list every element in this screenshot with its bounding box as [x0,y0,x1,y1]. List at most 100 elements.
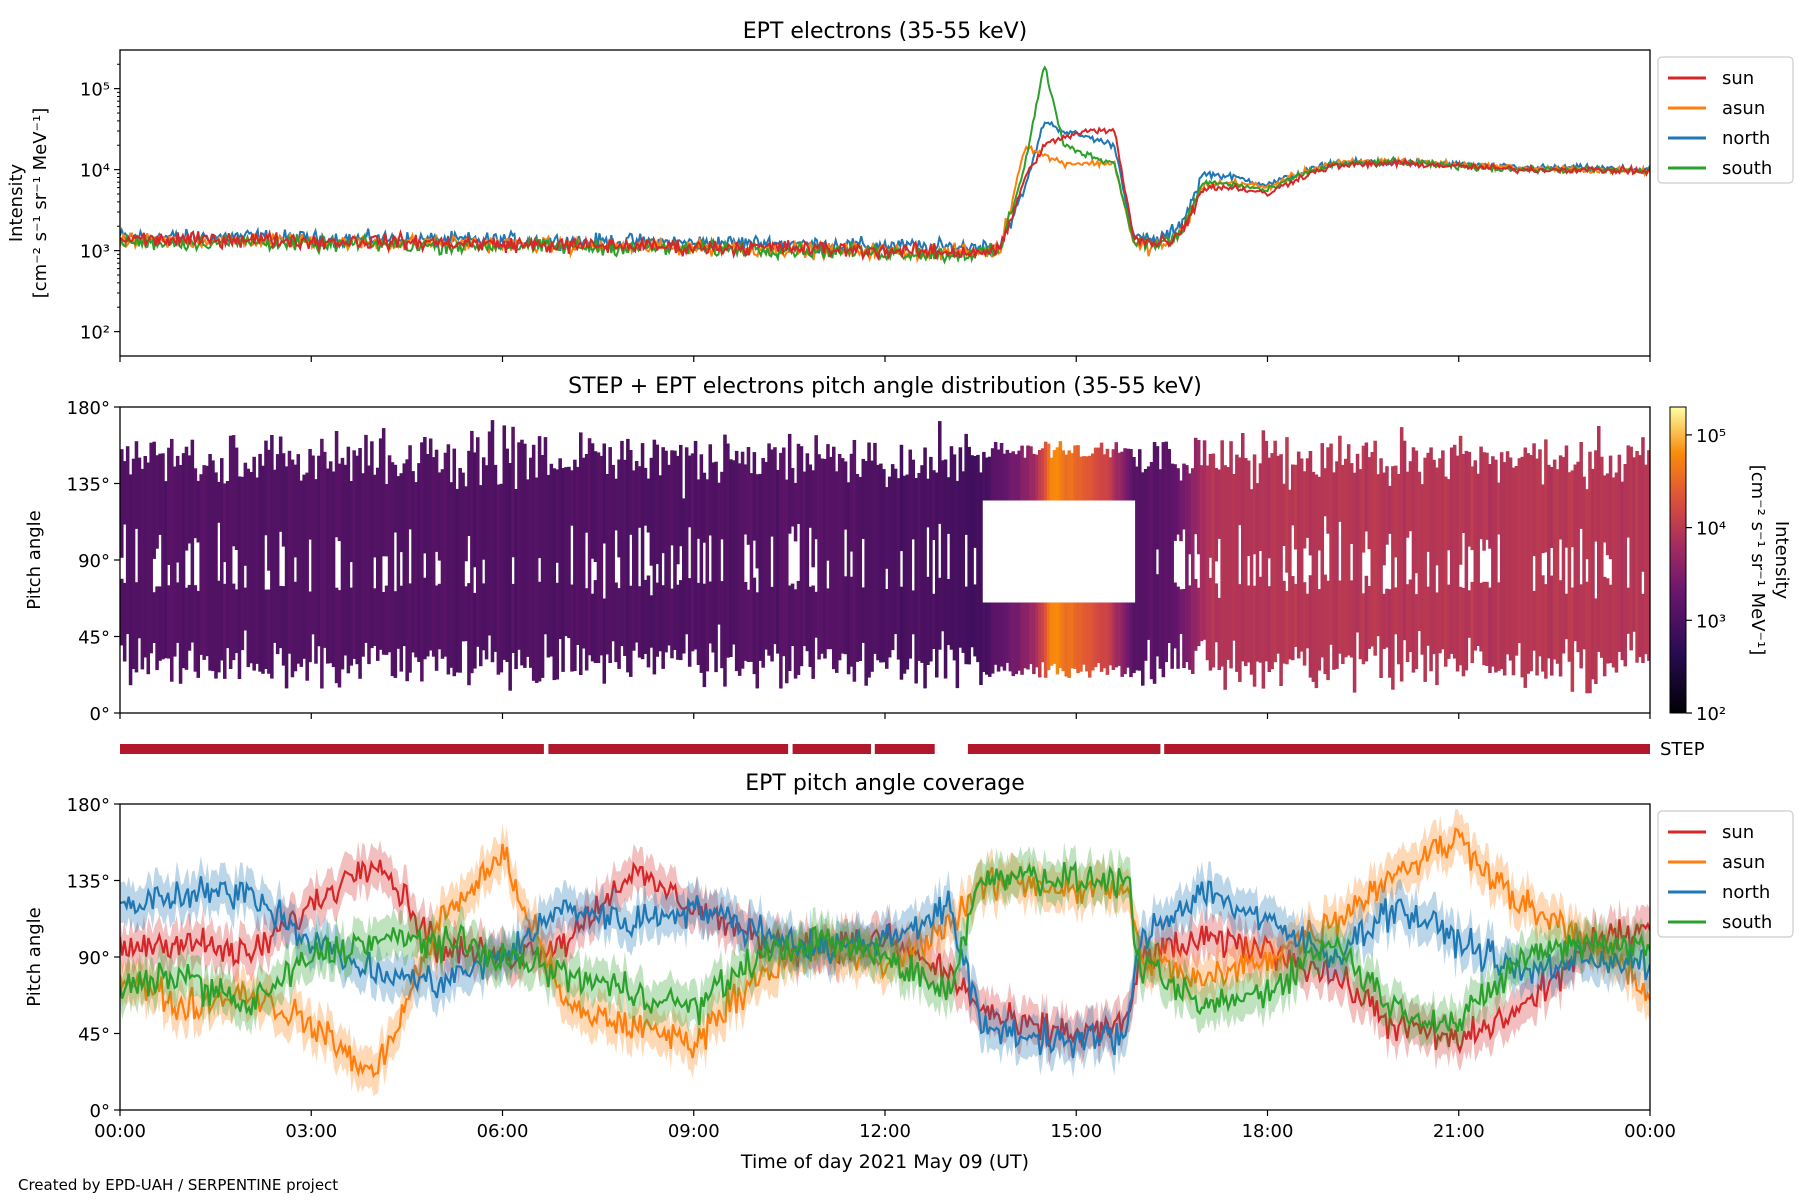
pad-cell [290,459,295,678]
pad-cell [882,469,886,663]
pad-cell [476,437,480,647]
pad-cell [696,479,701,539]
pad-cell [1079,456,1083,501]
pad-cell [1605,578,1610,664]
legend-label-asun: asun [1722,852,1765,873]
pad-cell [1547,464,1551,659]
pad-cell [299,480,304,667]
colorbar-tick-label: 10⁵ [1696,426,1726,447]
pad-cell [761,458,765,668]
pad-cell [1444,476,1448,667]
pad-cell [1282,580,1286,664]
pad-cell [1476,473,1480,646]
xtick-label: 03:00 [285,1121,337,1142]
pad-cell [614,582,618,663]
pad-cell [1091,453,1095,501]
pad-cell [1111,449,1116,501]
pad-cell [264,440,268,536]
pad-cell [155,455,159,549]
pad-cell [1108,457,1113,501]
pad-cell [208,454,212,671]
pad-cell [414,482,418,658]
pad-cell [938,421,942,524]
pad-cell [1252,454,1257,555]
pad-cell [1035,602,1039,668]
panel2-yaxis: 0° 45° 90° 135° 180° [67,398,120,725]
ytick-label: 90° [78,948,110,969]
pad-cell [1485,581,1489,666]
coverage-band-south [120,841,1650,1053]
pad-cell [602,443,607,544]
pad-cell [1123,448,1127,501]
pad-cell [752,577,757,675]
pad-cell [529,457,533,668]
pad-cell [632,470,636,651]
pad-cell [1043,602,1048,678]
legend-box [1657,810,1794,938]
pad-cell [1623,464,1628,667]
pad-cell [543,437,548,635]
pad-cell [1288,489,1292,660]
step-segment [874,744,935,754]
colorbar-tick-label: 10⁴ [1696,519,1726,540]
pad-cell [152,592,156,643]
pad-cell [932,470,936,540]
pad-cell [358,448,362,679]
pad-cell [734,450,739,672]
pad-cell [1544,439,1548,553]
pad-cell [755,474,760,569]
pad-cell [1497,582,1501,671]
pad-cell [1202,440,1207,640]
pad-cell [1002,453,1007,501]
pad-cell [1467,451,1472,547]
pad-cell [643,467,648,526]
pad-cell [158,453,162,535]
pad-cell [1179,480,1183,542]
pad-cell [479,485,483,667]
pad-cell [1311,471,1316,682]
pad-cell [1323,468,1327,517]
panel2-ylabel: Pitch angle [24,510,45,609]
pad-cell [999,443,1004,501]
pad-cell [967,446,971,665]
pad-cell [137,457,142,639]
ytick-label: 0° [90,704,110,725]
pad-cell [537,581,542,682]
pad-cell [993,442,998,501]
intensity-line-north [120,120,1650,258]
pad-cell [770,586,774,662]
pad-cell [740,451,745,669]
pad-cell [755,592,760,689]
pad-cell [1579,584,1583,669]
pad-cell [1264,440,1269,662]
pad-cell [949,446,954,650]
ytick-label: 135° [67,872,110,893]
pad-cell [1426,586,1430,646]
pad-cell [1541,575,1545,672]
pad-cell [502,425,507,660]
pad-cell [946,579,951,646]
pad-cell [1246,460,1251,556]
colorbar-unit: [cm⁻² s⁻¹ sr⁻¹ MeV⁻¹] [1747,465,1768,656]
pad-cell [205,465,209,657]
pad-cell [1385,466,1389,545]
pad-cell [885,487,889,569]
pad-cell [1220,440,1224,667]
pad-cell [1173,464,1177,541]
pad-cell [702,583,707,688]
pad-cell [808,464,813,528]
pad-cell [264,589,268,669]
panel1-ytick-label: 10⁴ [80,161,110,182]
pad-cell [720,581,724,669]
pad-cell [508,463,512,691]
pad-cell [1061,450,1066,501]
pad-cell [1346,444,1351,656]
pad-cell [428,438,433,651]
pad-cell [1176,468,1180,535]
pad-cell [540,455,545,678]
step-segment [792,744,871,754]
pad-cell [193,468,198,539]
pad-cell [914,478,918,684]
pad-cell [1467,590,1472,638]
